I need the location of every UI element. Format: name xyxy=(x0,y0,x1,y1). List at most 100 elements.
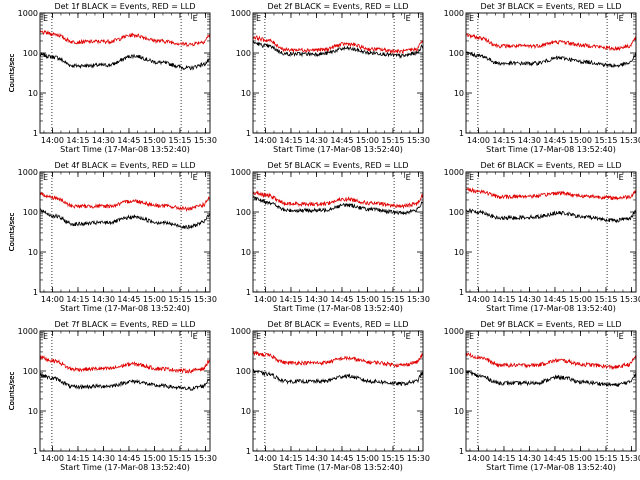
x-tick-label: 14:00 xyxy=(41,295,64,304)
y-axis-label: Counts/sec xyxy=(8,54,16,93)
event-marker-label: E xyxy=(43,332,48,341)
series-line-events xyxy=(465,370,637,387)
plot-frame xyxy=(39,330,211,452)
x-tick-label: 15:30 xyxy=(194,454,217,463)
plot-frame xyxy=(39,12,211,134)
x-tick-label: 14:00 xyxy=(467,454,490,463)
x-tick-label: 15:30 xyxy=(620,454,640,463)
x-tick-label: 14:00 xyxy=(41,454,64,463)
y-axis-label: Counts/sec xyxy=(8,213,16,252)
chart-panel-5: Det 5f BLACK = Events, RED = LLD Counts/s… xyxy=(8,161,430,313)
x-tick-label: 14:30 xyxy=(92,454,115,463)
y-tick-label: 1 xyxy=(33,447,38,456)
x-axis-label: Start Time (17-Mar-08 13:52:40) xyxy=(273,304,403,313)
event-marker-label: E xyxy=(619,173,624,182)
x-tick-label: 15:00 xyxy=(143,295,166,304)
chart-title: Det 7f BLACK = Events, RED = LLD xyxy=(54,320,195,329)
y-tick-label: 10 xyxy=(454,248,464,257)
chart-title: Det 6f BLACK = Events, RED = LLD xyxy=(480,161,621,170)
x-tick-label: 15:00 xyxy=(569,454,592,463)
series-line-lld xyxy=(465,352,637,371)
x-axis-label: Start Time (17-Mar-08 13:52:40) xyxy=(486,304,616,313)
x-tick-label: 15:30 xyxy=(407,295,430,304)
x-tick-label: 15:15 xyxy=(594,454,617,463)
y-axis-label: Counts/sec xyxy=(8,372,16,411)
x-tick-label: 14:15 xyxy=(66,295,89,304)
x-tick-label: 15:00 xyxy=(569,136,592,145)
event-marker-label: E xyxy=(406,332,411,341)
y-tick-label: 100 xyxy=(449,208,464,217)
x-tick-label: 15:30 xyxy=(620,136,640,145)
plot-frame xyxy=(465,12,637,134)
event-marker-label: E xyxy=(256,173,261,182)
y-tick-label: 1 xyxy=(459,288,464,297)
x-tick-label: 15:15 xyxy=(594,136,617,145)
x-tick-label: 14:45 xyxy=(543,454,566,463)
x-tick-label: 14:45 xyxy=(543,295,566,304)
x-axis-label: Start Time (17-Mar-08 13:52:40) xyxy=(273,145,403,154)
x-tick-label: 14:15 xyxy=(279,454,302,463)
y-tick-label: 1000 xyxy=(18,168,38,177)
x-tick-label: 15:30 xyxy=(620,295,640,304)
series-line-events xyxy=(252,369,424,387)
chart-title: Det 9f BLACK = Events, RED = LLD xyxy=(480,320,621,329)
series-line-events xyxy=(465,51,637,68)
x-tick-label: 15:30 xyxy=(194,295,217,304)
x-axis-label: Start Time (17-Mar-08 13:52:40) xyxy=(60,145,190,154)
x-tick-label: 14:15 xyxy=(492,136,515,145)
x-tick-label: 14:45 xyxy=(330,454,353,463)
y-tick-label: 10 xyxy=(28,248,38,257)
plot-frame xyxy=(39,171,211,293)
y-axis-label: Counts/sec xyxy=(8,54,16,93)
y-axis-label: Counts/sec xyxy=(8,213,16,252)
y-axis-label: Counts/sec xyxy=(8,372,16,411)
x-tick-label: 14:15 xyxy=(66,136,89,145)
y-axis-label: Counts/sec xyxy=(8,54,16,93)
event-marker-label: E xyxy=(43,14,48,23)
x-tick-label: 14:00 xyxy=(41,136,64,145)
chart-title: Det 4f BLACK = Events, RED = LLD xyxy=(54,161,195,170)
y-tick-label: 100 xyxy=(449,367,464,376)
y-tick-label: 100 xyxy=(449,49,464,58)
event-marker-label: E xyxy=(619,332,624,341)
series-line-lld xyxy=(252,190,424,210)
x-tick-label: 15:15 xyxy=(594,295,617,304)
x-tick-label: 14:15 xyxy=(492,295,515,304)
x-tick-label: 14:00 xyxy=(254,136,277,145)
y-tick-label: 100 xyxy=(23,208,38,217)
y-tick-label: 100 xyxy=(23,49,38,58)
x-tick-label: 14:45 xyxy=(117,295,140,304)
chart-panel-8: Det 8f BLACK = Events, RED = LLD Counts/s… xyxy=(8,320,430,472)
x-tick-label: 14:30 xyxy=(518,454,541,463)
x-tick-label: 14:45 xyxy=(543,136,566,145)
series-line-events xyxy=(39,208,211,230)
y-axis-label: Counts/sec xyxy=(8,372,16,411)
x-axis-label: Start Time (17-Mar-08 13:52:40) xyxy=(60,463,190,472)
x-tick-label: 14:30 xyxy=(518,136,541,145)
x-tick-label: 15:15 xyxy=(168,454,191,463)
x-tick-label: 14:15 xyxy=(279,136,302,145)
series-line-lld xyxy=(252,350,424,369)
y-tick-label: 1 xyxy=(33,129,38,138)
event-marker-label: E xyxy=(193,14,198,23)
event-marker-label: E xyxy=(619,14,624,23)
x-tick-label: 15:00 xyxy=(356,295,379,304)
y-tick-label: 1000 xyxy=(18,9,38,18)
series-line-events xyxy=(252,195,424,216)
y-tick-label: 10 xyxy=(454,89,464,98)
x-tick-label: 14:15 xyxy=(492,454,515,463)
x-tick-label: 14:30 xyxy=(305,454,328,463)
y-axis-label: Counts/sec xyxy=(8,213,16,252)
plot-frame xyxy=(252,330,424,452)
x-tick-label: 15:15 xyxy=(381,295,404,304)
x-axis-label: Start Time (17-Mar-08 13:52:40) xyxy=(486,145,616,154)
y-tick-label: 1000 xyxy=(231,168,251,177)
x-tick-label: 14:30 xyxy=(518,295,541,304)
y-tick-label: 10 xyxy=(454,407,464,416)
event-marker-label: E xyxy=(469,332,474,341)
series-line-lld xyxy=(252,35,424,55)
x-axis-label: Start Time (17-Mar-08 13:52:40) xyxy=(60,304,190,313)
y-tick-label: 10 xyxy=(241,248,251,257)
x-tick-label: 14:45 xyxy=(117,136,140,145)
y-tick-label: 100 xyxy=(236,208,251,217)
